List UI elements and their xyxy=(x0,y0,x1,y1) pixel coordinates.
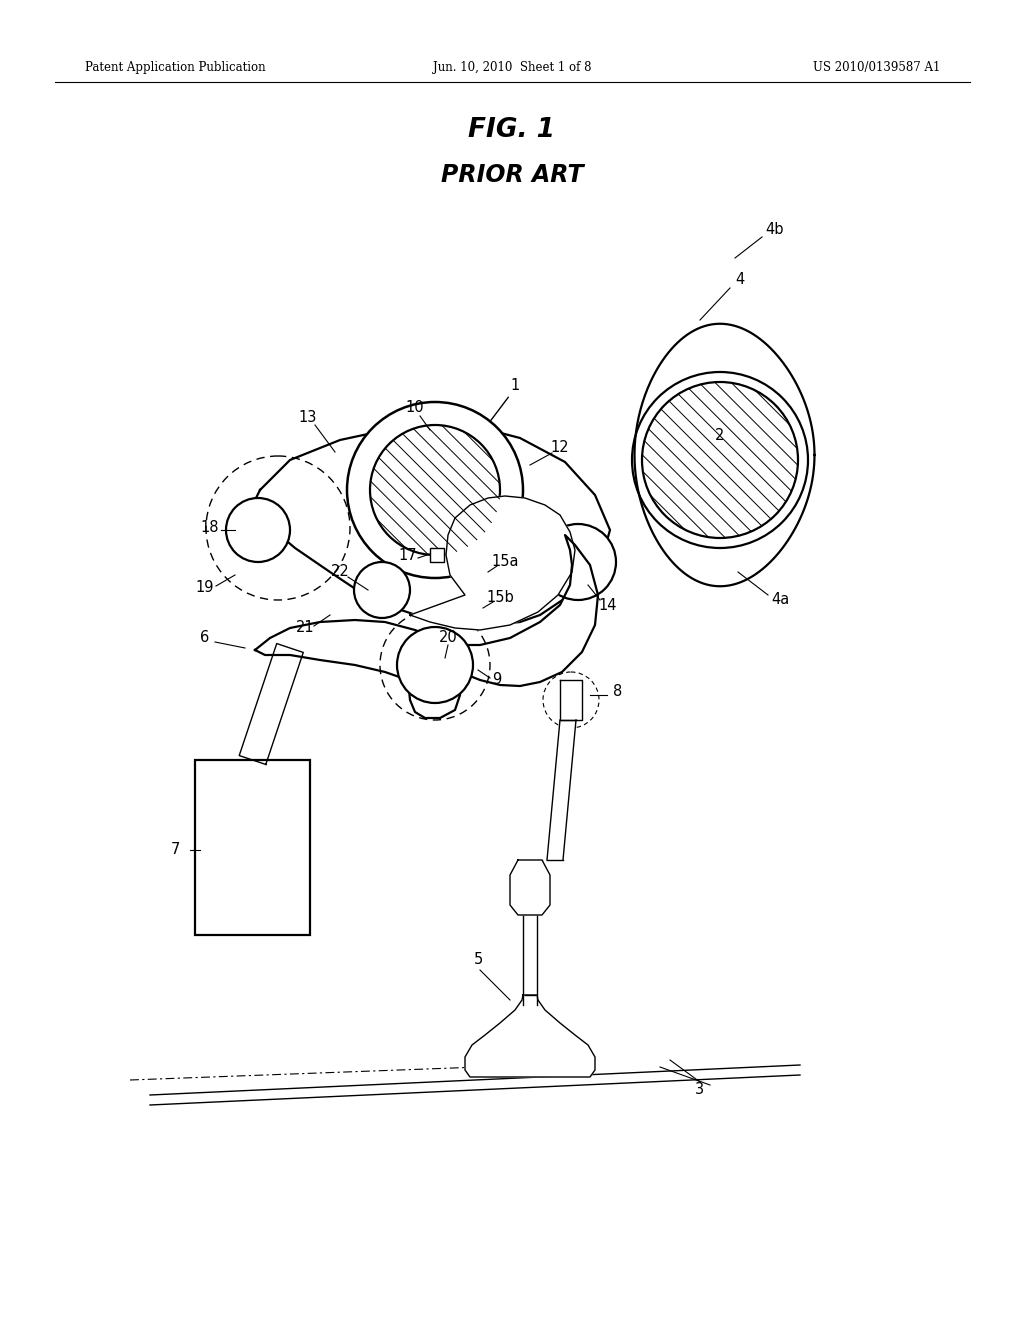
Text: 19: 19 xyxy=(196,581,214,595)
Text: 1: 1 xyxy=(510,378,519,392)
Text: 17: 17 xyxy=(398,549,418,564)
Text: 10: 10 xyxy=(406,400,424,416)
Text: 22: 22 xyxy=(331,565,349,579)
Text: 2: 2 xyxy=(716,428,725,442)
Text: Patent Application Publication: Patent Application Publication xyxy=(85,62,265,74)
Text: 14: 14 xyxy=(599,598,617,612)
Circle shape xyxy=(354,562,410,618)
Text: 4b: 4b xyxy=(766,223,784,238)
Text: US 2010/0139587 A1: US 2010/0139587 A1 xyxy=(813,62,940,74)
Polygon shape xyxy=(255,535,598,718)
Polygon shape xyxy=(523,861,537,1005)
Polygon shape xyxy=(547,719,575,861)
Polygon shape xyxy=(255,425,610,624)
Circle shape xyxy=(370,425,500,554)
Text: 7: 7 xyxy=(170,842,179,858)
Bar xyxy=(195,760,310,935)
Text: 4a: 4a xyxy=(771,593,790,607)
Text: 20: 20 xyxy=(438,630,458,644)
Text: 12: 12 xyxy=(551,441,569,455)
Bar xyxy=(430,548,444,562)
Text: 3: 3 xyxy=(695,1082,705,1097)
Polygon shape xyxy=(240,644,303,764)
Circle shape xyxy=(540,524,616,601)
Text: 4: 4 xyxy=(735,272,744,288)
Text: 13: 13 xyxy=(299,411,317,425)
Text: 8: 8 xyxy=(613,685,623,700)
Text: 18: 18 xyxy=(201,520,219,536)
Text: FIG. 1: FIG. 1 xyxy=(469,117,555,143)
Circle shape xyxy=(347,403,523,578)
Polygon shape xyxy=(510,861,550,915)
Text: 9: 9 xyxy=(493,672,502,688)
Text: 21: 21 xyxy=(296,620,314,635)
Text: Jun. 10, 2010  Sheet 1 of 8: Jun. 10, 2010 Sheet 1 of 8 xyxy=(433,62,591,74)
Text: 5: 5 xyxy=(473,953,482,968)
Text: 15b: 15b xyxy=(486,590,514,606)
Polygon shape xyxy=(410,496,575,630)
Text: 6: 6 xyxy=(201,631,210,645)
Circle shape xyxy=(397,627,473,704)
Text: PRIOR ART: PRIOR ART xyxy=(440,162,584,187)
Circle shape xyxy=(642,381,798,539)
Polygon shape xyxy=(560,680,582,719)
Polygon shape xyxy=(465,995,595,1077)
Circle shape xyxy=(226,498,290,562)
Text: 15a: 15a xyxy=(492,554,519,569)
